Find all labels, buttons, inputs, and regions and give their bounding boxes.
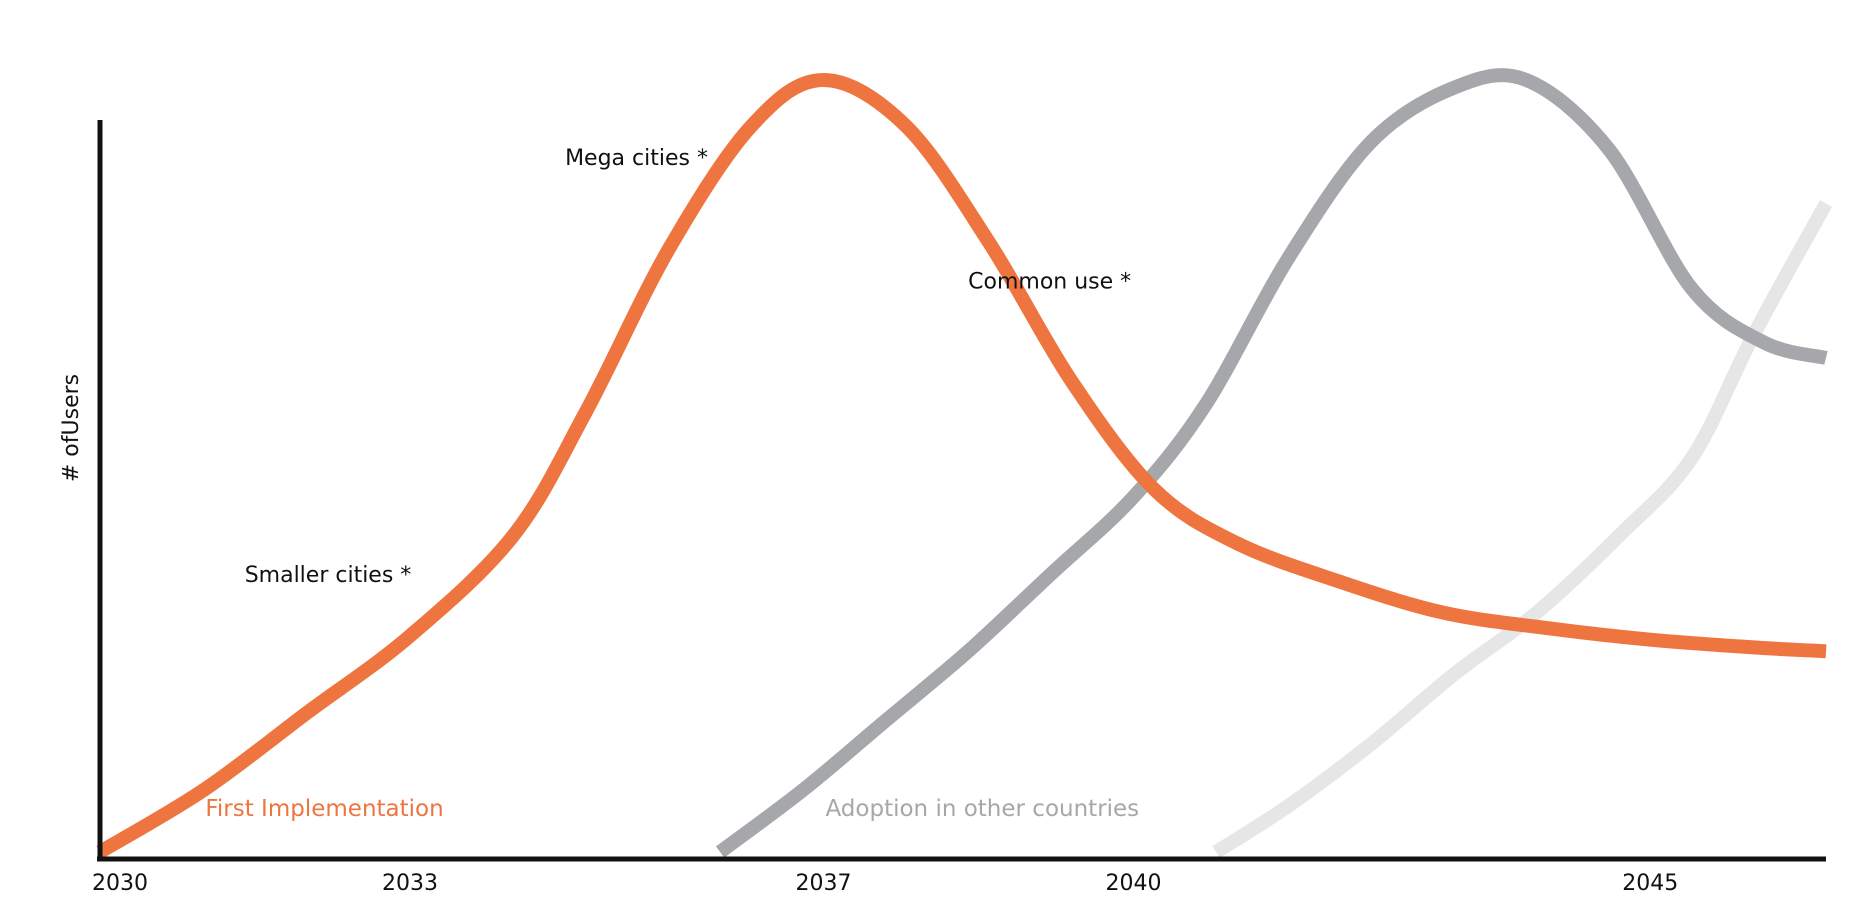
y-axis-label: # ofUsers: [59, 374, 84, 482]
series-curves: [96, 68, 1833, 859]
phase-label: First Implementation: [205, 796, 443, 822]
annotation-label: Common use *: [968, 270, 1131, 295]
x-tick-label: 2033: [382, 871, 438, 896]
phase-label: Adoption in other countries: [825, 796, 1139, 822]
annotation-label: Smaller cities *: [245, 563, 412, 588]
annotations: Smaller cities * Mega cities * Common use …: [245, 146, 1131, 588]
first-implementation-curve: [96, 73, 1827, 859]
annotation-label: Mega cities *: [565, 146, 708, 171]
x-tick-label: 2040: [1106, 871, 1162, 896]
x-tick-label: 2037: [795, 871, 851, 896]
x-tick-label: 2045: [1622, 871, 1678, 896]
x-tick-label: 2030: [92, 871, 148, 896]
other-countries-curve: [715, 68, 1828, 858]
third-wave-curve: [1212, 200, 1833, 858]
x-axis-ticks: 2030 2033 2037 2040 2045: [92, 871, 1678, 896]
phase-labels: First Implementation Adoption in other co…: [205, 796, 1139, 822]
